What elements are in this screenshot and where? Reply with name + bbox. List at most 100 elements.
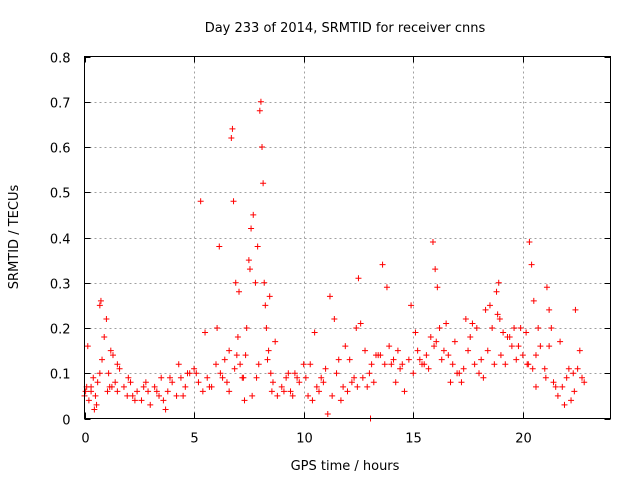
data-point: [193, 370, 200, 377]
data-point: [414, 347, 421, 354]
data-point: [397, 365, 404, 372]
data-point: [91, 406, 98, 413]
x-tick-label: 20: [515, 432, 532, 447]
y-axis-label: SRMTID / TECUs: [7, 185, 22, 290]
data-point: [354, 383, 361, 390]
data-point: [129, 392, 136, 399]
data-point: [576, 347, 583, 354]
data-point: [103, 315, 110, 322]
data-point: [226, 388, 233, 395]
data-point: [82, 388, 89, 395]
data-point: [85, 397, 92, 404]
data-point: [296, 379, 303, 386]
data-point: [264, 356, 271, 363]
data-point: [213, 361, 219, 368]
data-point: [241, 397, 248, 404]
data-point: [124, 392, 131, 399]
data-point: [204, 374, 211, 381]
data-point: [537, 343, 544, 350]
data-point: [500, 329, 507, 336]
data-point: [229, 125, 236, 132]
data-point: [421, 361, 428, 368]
data-point: [346, 356, 353, 363]
data-point: [335, 356, 342, 363]
data-point: [107, 347, 114, 354]
data-point: [357, 320, 364, 327]
data-point: [381, 361, 388, 368]
x-axis-ticks: 0 5 10 15 20: [81, 56, 532, 447]
data-point: [368, 361, 375, 368]
data-point: [162, 406, 169, 413]
data-point: [447, 379, 454, 386]
y-tick-label: 0.2: [50, 323, 71, 338]
data-point: [197, 198, 204, 205]
data-point: [484, 347, 491, 354]
data-point: [291, 370, 298, 377]
data-point: [364, 383, 371, 390]
data-point: [294, 374, 301, 381]
data-point: [216, 243, 223, 250]
data-point: [268, 388, 275, 395]
data-point: [504, 334, 511, 341]
data-point: [497, 352, 504, 359]
data-point: [177, 374, 184, 381]
data-point: [302, 374, 309, 381]
data-point: [523, 329, 530, 336]
data-point: [318, 374, 325, 381]
data-point: [184, 370, 191, 377]
data-point: [410, 370, 417, 377]
data-point: [408, 302, 415, 309]
data-point: [515, 343, 522, 350]
data-points: [81, 98, 588, 422]
data-point: [245, 257, 252, 264]
data-point: [460, 365, 467, 372]
data-point: [469, 320, 476, 327]
data-point: [316, 388, 323, 395]
data-point: [287, 388, 294, 395]
data-point: [219, 374, 226, 381]
data-point: [191, 365, 198, 372]
data-point: [366, 370, 373, 377]
data-point: [116, 365, 123, 372]
data-point: [254, 243, 261, 250]
data-point: [231, 365, 238, 372]
data-point: [440, 347, 447, 354]
data-point: [355, 275, 362, 282]
data-point: [114, 361, 121, 368]
data-point: [266, 293, 273, 300]
data-point: [242, 352, 249, 359]
data-point: [320, 379, 327, 386]
data-point: [359, 374, 366, 381]
data-point: [252, 279, 259, 286]
data-point: [84, 343, 91, 350]
data-point: [169, 379, 176, 386]
data-point: [565, 365, 572, 372]
data-point: [125, 374, 132, 381]
data-point: [257, 98, 264, 105]
data-point: [138, 397, 145, 404]
data-point: [93, 401, 100, 408]
data-point: [173, 392, 180, 399]
data-point: [467, 334, 474, 341]
data-point: [434, 284, 441, 291]
data-point: [260, 180, 267, 187]
data-point: [274, 392, 281, 399]
chart-title: Day 233 of 2014, SRMTID for receiver cnn…: [205, 21, 486, 36]
data-point: [232, 279, 239, 286]
data-point: [153, 388, 160, 395]
data-point: [574, 365, 581, 372]
data-point: [502, 361, 509, 368]
data-point: [491, 361, 498, 368]
x-tick-label: 15: [405, 432, 422, 447]
data-point: [559, 383, 566, 390]
data-point: [99, 356, 106, 363]
data-point: [478, 356, 485, 363]
data-point: [342, 343, 349, 350]
data-point: [97, 297, 104, 304]
data-point: [307, 361, 314, 368]
y-tick-label: 0: [62, 414, 70, 429]
data-point: [436, 325, 443, 331]
data-point: [427, 334, 434, 341]
data-point: [300, 361, 307, 368]
